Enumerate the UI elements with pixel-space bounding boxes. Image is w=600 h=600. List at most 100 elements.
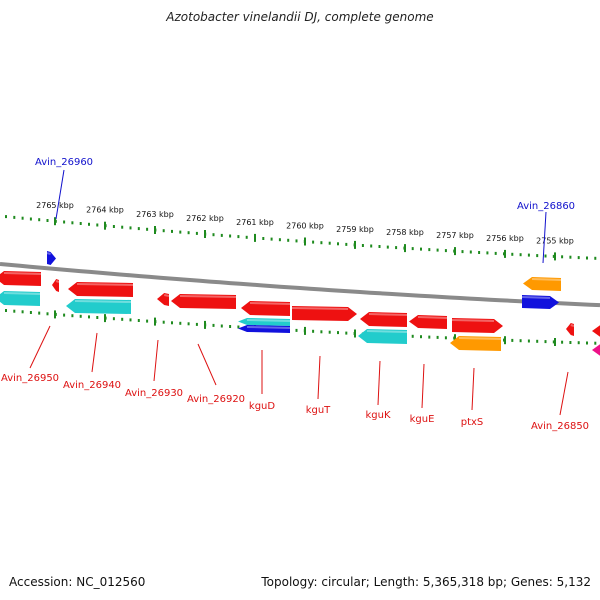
gene-arrow-highlight (246, 319, 291, 322)
gene-arrow (0, 271, 41, 286)
axis-tick-label: 2761 kbp (236, 218, 274, 227)
gene-arrow (592, 344, 600, 356)
gene-label-bottom: Avin_26950 (1, 373, 59, 384)
minor-tick-bottom (38, 311, 41, 315)
major-tick-bottom (554, 338, 556, 346)
minor-tick-top (146, 227, 149, 231)
gene-arrow (292, 306, 357, 321)
minor-tick-bottom (146, 319, 149, 323)
minor-tick-bottom (63, 313, 66, 317)
label-leader-lines (29, 169, 569, 416)
gene-arrow-highlight (458, 337, 502, 340)
map-title: Azotobacter vinelandii DJ, complete geno… (166, 10, 434, 24)
major-tick-top (554, 252, 556, 261)
minor-tick-bottom (171, 321, 173, 325)
minor-tick-bottom (212, 323, 215, 327)
gene-arrow-highlight (179, 295, 237, 298)
gene-arrow (452, 318, 503, 333)
minor-tick-top (428, 248, 431, 252)
minor-tick-top (96, 223, 99, 227)
minor-tick-top (594, 256, 597, 260)
minor-tick-top (436, 248, 439, 252)
minor-tick-top (287, 238, 290, 242)
axis-tick-label: 2763 kbp (136, 210, 174, 219)
minor-tick-bottom (71, 314, 74, 318)
gene-arrow-highlight (74, 300, 132, 303)
gene-arrow (241, 301, 290, 316)
minor-tick-bottom (13, 309, 16, 313)
minor-tick-bottom (536, 339, 539, 343)
minor-tick-top (527, 253, 530, 257)
minor-tick-top (378, 245, 381, 248)
gene-label-top: Avin_26960 (35, 157, 93, 168)
minor-tick-top (569, 255, 572, 259)
major-tick-bottom (354, 329, 356, 338)
gene-arrow (52, 279, 59, 292)
gene-arrow (592, 325, 600, 337)
major-tick-bottom (454, 334, 456, 343)
gene-arrow (66, 299, 131, 314)
minor-tick-top (179, 230, 182, 234)
minor-tick-top (79, 222, 82, 225)
gene-arrow-highlight (531, 278, 562, 281)
minor-tick-bottom (21, 310, 24, 314)
minor-tick-top (129, 226, 132, 230)
minor-tick-top (577, 256, 580, 260)
axis-tick-label: 2756 kbp (486, 234, 524, 243)
axis-tick-labels: 2765 kbp 2764 kbp 2763 kbp 2762 kbp 2761 kbp… (36, 201, 574, 245)
genome-summary-text: Topology: circular; Length: 5,365,318 bp… (261, 575, 591, 589)
minor-tick-top (162, 229, 165, 233)
minor-tick-top (536, 254, 539, 258)
minor-tick-top (245, 235, 248, 239)
minor-tick-top (112, 225, 115, 228)
minor-tick-top (121, 225, 124, 229)
leader-line (317, 355, 321, 400)
axis-tick-label: 2759 kbp (336, 225, 374, 234)
minor-tick-bottom (561, 340, 564, 344)
minor-tick-bottom (179, 321, 182, 325)
major-tick-top (404, 244, 406, 253)
gene-arrow-highlight (249, 302, 291, 305)
minor-tick-bottom (320, 330, 323, 334)
minor-tick-bottom (569, 341, 572, 344)
axis-tick-label: 2760 kbp (286, 222, 324, 231)
minor-tick-top (370, 244, 373, 248)
leader-line (153, 339, 159, 382)
major-tick-bottom (304, 326, 306, 335)
minor-tick-top (46, 219, 49, 222)
gene-arrow-highlight (417, 316, 448, 319)
gene-arrow-highlight (570, 324, 575, 327)
minor-tick-bottom (420, 335, 422, 339)
gene-label-bottom: kguE (410, 414, 435, 425)
major-tick-top (504, 249, 506, 258)
major-tick-top (454, 247, 456, 256)
gene-arrow-highlight (246, 326, 291, 329)
minor-tick-top (461, 250, 464, 254)
minor-tick-top (88, 222, 90, 226)
minor-tick-bottom (195, 322, 198, 326)
genome-backbone (0, 262, 600, 308)
minor-tick-bottom (428, 335, 431, 339)
gene-arrow-highlight (366, 330, 408, 333)
gene-label-top: Avin_26860 (517, 201, 575, 212)
minor-tick-top (561, 255, 564, 259)
major-tick-top (254, 233, 256, 242)
gene-arrow-highlight (46, 252, 51, 255)
axis-tick-label: 2762 kbp (186, 214, 224, 223)
minor-tick-top (220, 233, 223, 237)
gene-arrow (409, 315, 447, 329)
minor-tick-top (212, 233, 215, 237)
gene-label-bottom: kguT (306, 405, 331, 416)
minor-tick-top (494, 251, 497, 255)
gene-arrow (238, 318, 290, 326)
minor-tick-top (38, 218, 41, 222)
gene-arrow (238, 325, 290, 333)
gene-arrow (358, 329, 407, 344)
minor-tick-bottom (129, 318, 132, 322)
minor-tick-bottom (162, 320, 165, 324)
gene-arrow (450, 336, 501, 351)
minor-tick-top (278, 238, 281, 242)
minor-tick-top (345, 242, 348, 246)
minor-tick-top (320, 241, 323, 245)
